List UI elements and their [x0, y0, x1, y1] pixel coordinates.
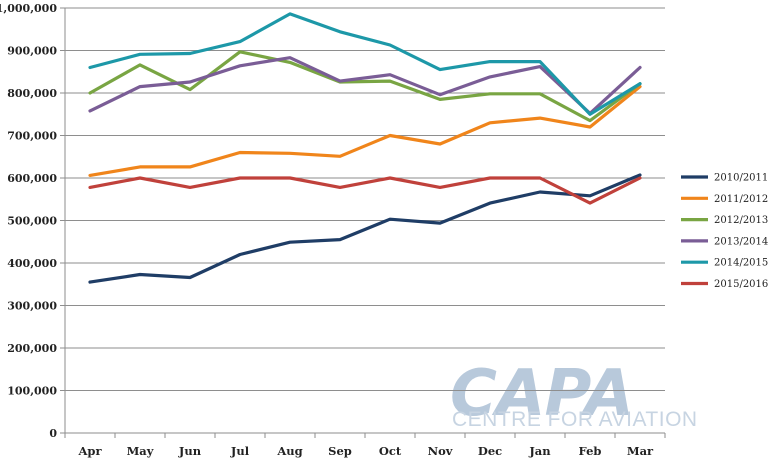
x-tick-label: Jul	[230, 444, 250, 458]
legend-item-2014-2015[interactable]: 2014/2015	[681, 258, 768, 269]
y-tick-label: 100,000	[7, 385, 57, 398]
x-tick-label: Dec	[478, 444, 502, 458]
legend-label: 2010/2011	[714, 173, 768, 184]
legend-item-2011-2012[interactable]: 2011/2012	[681, 194, 768, 205]
y-tick-label: 300,000	[7, 300, 57, 313]
y-tick-label: 0	[49, 427, 57, 440]
y-tick-label: 500,000	[7, 215, 57, 228]
legend-label: 2012/2013	[714, 215, 768, 226]
legend-item-2012-2013[interactable]: 2012/2013	[681, 215, 768, 226]
y-tick-label: 800,000	[7, 87, 57, 100]
x-tick-label: Jan	[528, 444, 551, 458]
x-tick-label: Sep	[328, 444, 352, 458]
capa-watermark: CAPA CENTRE FOR AVIATION	[450, 357, 698, 431]
x-tick-label: May	[127, 444, 154, 458]
x-tick-label: Jun	[178, 444, 202, 458]
x-tick-label: Apr	[77, 444, 102, 458]
x-tick-label: Nov	[428, 444, 453, 458]
legend-item-2013-2014[interactable]: 2013/2014	[681, 236, 768, 247]
legend-label: 2013/2014	[714, 236, 768, 247]
y-tick-label: 900,000	[7, 45, 57, 58]
series-line-2010-2011	[88, 173, 642, 284]
grid	[65, 7, 665, 391]
legend-label: 2011/2012	[714, 194, 768, 205]
y-tick-label: 600,000	[7, 172, 57, 185]
legend-item-2010-2011[interactable]: 2010/2011	[681, 173, 768, 184]
series-line-2012-2013	[88, 50, 642, 123]
series-line-2015-2016	[88, 176, 642, 205]
series-lines	[88, 12, 642, 284]
watermark-main: CAPA	[450, 357, 633, 431]
y-tick-label: 200,000	[7, 342, 57, 355]
legend-label: 2014/2015	[714, 258, 768, 269]
series-line-2013-2014	[88, 56, 642, 116]
y-tick-label: 400,000	[7, 257, 57, 270]
x-axis-ticks: Apr May Jun Jul Aug Sep Oct Nov Dec Jan Feb Mar	[64, 433, 666, 458]
x-tick-label: Mar	[627, 444, 654, 458]
y-tick-label: 700,000	[7, 130, 57, 143]
y-axis-ticks: 0 100,000 200,000 300,000 400,000 500,000 600,…	[0, 2, 65, 440]
x-tick-label: Aug	[276, 444, 302, 458]
series-line-2011-2012	[88, 84, 642, 177]
series-line-2014-2015	[88, 12, 642, 116]
watermark-sub: CENTRE FOR AVIATION	[452, 408, 698, 431]
x-tick-label: Feb	[579, 444, 602, 458]
legend-item-2015-2016[interactable]: 2015/2016	[681, 279, 768, 290]
y-tick-label: 1,000,000	[0, 2, 57, 15]
legend-label: 2015/2016	[714, 279, 768, 290]
x-tick-label: Oct	[379, 444, 402, 458]
legend[interactable]: 2010/2011 2011/2012 2012/2013 2013/2014 2014…	[681, 173, 768, 291]
